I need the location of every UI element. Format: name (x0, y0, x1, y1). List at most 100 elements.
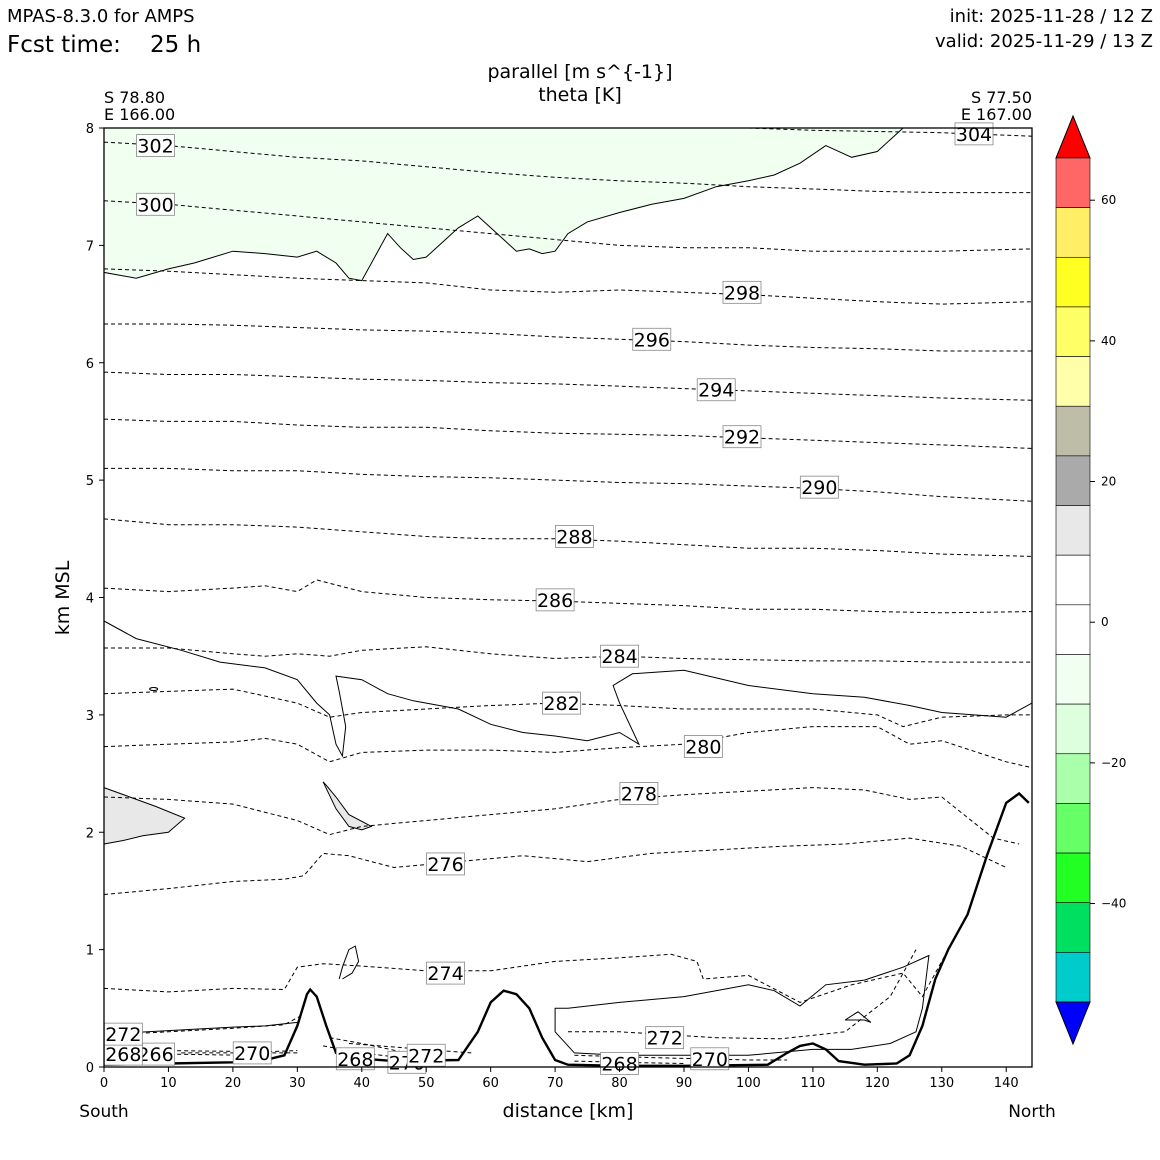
theta-label: 274 (427, 963, 463, 985)
theta-contour-300 (103, 200, 1033, 252)
theta-contour-294 (103, 371, 1033, 401)
y-axis: 0 1 2 3 4 5 6 7 8 (86, 122, 104, 1076)
fcst-value: 25 h (150, 32, 201, 58)
theta-label-box (426, 961, 465, 985)
valid-time: valid: 2025-11-29 / 13 Z (935, 31, 1153, 52)
theta-label: 288 (556, 526, 592, 548)
x-tick-label: 100 (736, 1076, 761, 1091)
theta-contour-296 (104, 323, 1032, 352)
theta-label-box (799, 475, 839, 499)
theta-contours (103, 127, 1033, 1064)
colorbar-tick-label: −20 (1101, 756, 1126, 770)
theta-label: 296 (634, 329, 670, 351)
left-lon: E 166.00 (104, 105, 175, 124)
theta-label: 292 (724, 427, 760, 449)
colorbar-swatch (1055, 207, 1091, 258)
x-axis: 0 10 20 30 40 50 60 70 80 90 100 110 120 130 140 (100, 1067, 1019, 1091)
theta-label: 300 (137, 194, 173, 216)
x-tick-label: 0 (100, 1076, 108, 1091)
theta-label-box (535, 588, 575, 612)
theta-label: 284 (601, 646, 637, 668)
theta-contour-272 (348, 1043, 472, 1054)
wind-region-upper-negative (103, 127, 905, 282)
colorbar-swatch (1055, 157, 1091, 208)
x-tick-label: 30 (289, 1076, 306, 1091)
theta-label-box (722, 280, 762, 304)
theta-label-box (696, 378, 736, 402)
theta-label: 286 (537, 590, 573, 612)
left-lat: S 78.80 (104, 88, 165, 107)
theta-contour-292 (103, 418, 1033, 449)
chart-title-line2: theta [K] (538, 84, 622, 106)
theta-label: 272 (105, 1024, 141, 1046)
colorbar-extend-min (1055, 1001, 1091, 1046)
fcst-label: Fcst time: (7, 32, 121, 58)
theta-label-box (136, 134, 175, 158)
y-tick-label: 8 (86, 122, 94, 137)
theta-label: 272 (647, 1028, 683, 1050)
colorbar-swatch (1055, 703, 1091, 755)
theta-label-box (555, 525, 594, 548)
colorbar-tick-label: 20 (1101, 475, 1116, 489)
y-tick-label: 6 (86, 357, 94, 372)
colorbar-swatch (1055, 455, 1091, 506)
colorbar-swatch (1055, 256, 1091, 308)
x-tick-label: 80 (611, 1076, 628, 1091)
theta-label: 298 (724, 282, 760, 304)
colorbar-swatch (1055, 554, 1091, 606)
theta-label: 276 (427, 854, 463, 876)
wind-contour-line (844, 1011, 872, 1023)
y-tick-label: 7 (86, 239, 94, 254)
wind-contour-line (103, 1021, 298, 1035)
theta-contour-278 (103, 787, 1020, 845)
theta-label-box (136, 192, 175, 216)
x-tick-label: 140 (994, 1076, 1019, 1091)
x-tick-label: 70 (547, 1076, 564, 1091)
x-tick-label: 10 (160, 1076, 177, 1091)
theta-label: 272 (408, 1045, 444, 1067)
x-tick-label: 60 (482, 1076, 499, 1091)
right-lat: S 77.50 (971, 88, 1032, 107)
init-time: init: 2025-11-28 / 12 Z (950, 6, 1153, 27)
wind-fill-regions (103, 127, 1033, 1056)
theta-contour-labels: 2662682682682702702702722722722742762782… (103, 122, 994, 1075)
colorbar-swatch (1055, 902, 1091, 953)
right-lon: E 167.00 (961, 105, 1032, 124)
wind-contour-line (338, 945, 360, 980)
y-tick-label: 2 (86, 826, 94, 841)
theta-label: 294 (698, 380, 734, 402)
theta-label-box (619, 782, 659, 805)
direction-north: North (1008, 1102, 1056, 1122)
theta-label-box (232, 1041, 272, 1065)
theta-label-box (645, 1026, 685, 1050)
theta-contour-302 (103, 141, 1032, 194)
theta-contour-298 (103, 268, 1033, 305)
y-tick-label: 4 (86, 592, 94, 607)
colorbar-swatch (1055, 306, 1091, 357)
theta-label: 290 (801, 477, 837, 499)
x-tick-label: 130 (929, 1076, 954, 1091)
y-tick-label: 1 (86, 944, 94, 959)
theta-label: 268 (601, 1053, 637, 1075)
wind-region-lower-left-positive (103, 786, 186, 845)
y-axis-label: km MSL (52, 560, 74, 635)
theta-label: 266 (137, 1044, 173, 1066)
colorbar-swatch (1055, 803, 1091, 854)
theta-contour-284 (104, 646, 1032, 663)
theta-label: 268 (337, 1049, 373, 1071)
theta-label: 278 (621, 784, 657, 806)
theta-label-box (683, 735, 723, 758)
colorbar: 60 40 20 0 −20 −40 (1055, 114, 1126, 1046)
x-tick-label: 120 (865, 1076, 890, 1091)
theta-label-box (600, 644, 639, 668)
theta-label: 270 (692, 1049, 728, 1071)
theta-contour-272 (568, 949, 917, 1040)
theta-label: 270 (234, 1043, 270, 1065)
theta-label: 302 (137, 136, 173, 158)
theta-contour-266 (107, 1053, 246, 1056)
wind-region-mid-positive (322, 781, 373, 831)
x-axis-label: distance [km] (503, 1100, 634, 1122)
theta-label-box (632, 327, 672, 351)
colorbar-tick-label: −40 (1101, 897, 1126, 911)
